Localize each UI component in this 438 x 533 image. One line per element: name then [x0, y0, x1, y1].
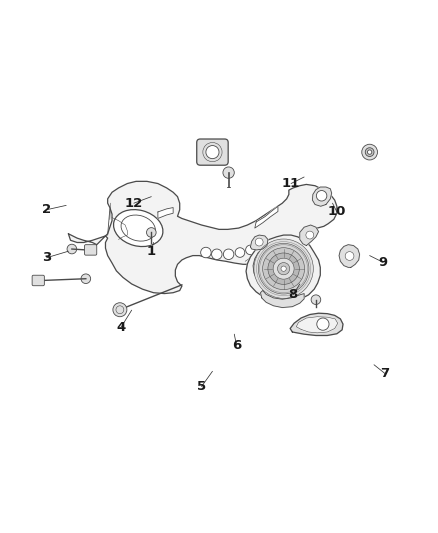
Circle shape [317, 318, 329, 330]
Polygon shape [339, 245, 360, 268]
FancyBboxPatch shape [197, 139, 228, 165]
Circle shape [316, 190, 327, 201]
Polygon shape [158, 207, 173, 219]
Circle shape [255, 238, 263, 246]
Polygon shape [253, 243, 307, 293]
Circle shape [223, 249, 234, 260]
Text: 7: 7 [380, 367, 389, 380]
Polygon shape [255, 206, 278, 228]
Circle shape [311, 295, 321, 304]
Circle shape [67, 244, 77, 254]
Circle shape [268, 253, 299, 285]
Circle shape [263, 248, 304, 289]
Circle shape [365, 148, 374, 157]
Circle shape [273, 258, 294, 279]
Text: 1: 1 [147, 245, 156, 258]
Circle shape [281, 266, 286, 271]
Circle shape [113, 303, 127, 317]
Polygon shape [300, 225, 318, 246]
Text: 4: 4 [116, 321, 125, 334]
Circle shape [81, 274, 91, 284]
Circle shape [246, 245, 255, 255]
Circle shape [362, 144, 378, 160]
Polygon shape [290, 313, 343, 335]
FancyBboxPatch shape [32, 275, 44, 286]
Text: 10: 10 [328, 205, 346, 219]
FancyBboxPatch shape [85, 245, 97, 255]
Circle shape [212, 249, 222, 260]
Text: 12: 12 [125, 197, 143, 209]
Circle shape [147, 228, 156, 237]
Polygon shape [251, 235, 268, 250]
Polygon shape [68, 181, 337, 294]
Polygon shape [246, 235, 320, 302]
Text: 11: 11 [282, 177, 300, 190]
Circle shape [278, 263, 290, 275]
Circle shape [258, 244, 309, 294]
Text: 6: 6 [232, 338, 241, 352]
Text: 3: 3 [42, 251, 51, 264]
Circle shape [367, 150, 372, 154]
Polygon shape [296, 317, 338, 333]
Polygon shape [312, 187, 332, 206]
Circle shape [235, 248, 245, 257]
Circle shape [254, 239, 313, 298]
Ellipse shape [113, 209, 163, 247]
Circle shape [306, 231, 314, 239]
Circle shape [345, 252, 354, 261]
Polygon shape [261, 290, 304, 308]
Text: 9: 9 [378, 256, 387, 269]
Text: 2: 2 [42, 203, 51, 216]
Circle shape [223, 167, 234, 179]
Text: 8: 8 [289, 288, 298, 301]
Circle shape [206, 146, 219, 159]
Text: 5: 5 [197, 380, 206, 393]
Circle shape [201, 247, 211, 258]
